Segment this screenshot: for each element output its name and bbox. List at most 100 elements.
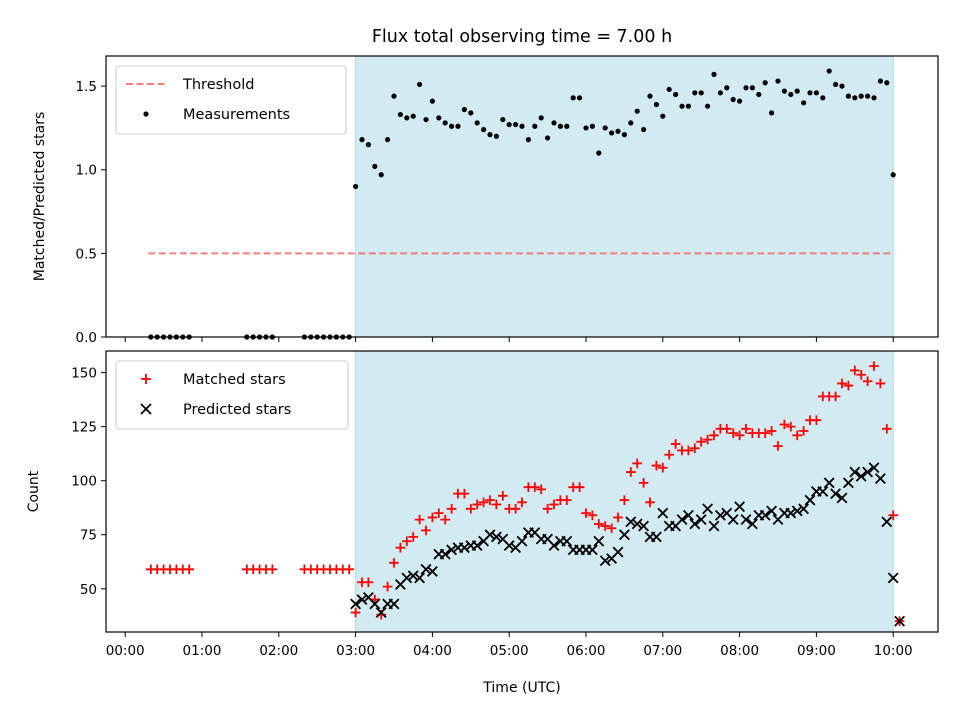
data-point [606,523,617,534]
y-tick-label: 50 [80,582,97,598]
data-point [842,477,854,489]
data-point [845,93,852,99]
data-point [625,516,637,528]
data-point [830,488,842,500]
data-point [682,509,694,521]
data-point [794,88,800,94]
data-point [545,135,551,141]
data-point [894,615,906,627]
data-point [439,548,451,560]
data-point [485,495,495,505]
data-point [436,115,442,121]
data-point [538,115,544,121]
data-point [759,509,771,521]
data-point [769,110,775,116]
data-point [875,378,886,389]
data-point [583,125,589,131]
data-point [446,544,458,556]
data-point [666,86,672,93]
legend-box [115,360,349,430]
y-tick-label: 1.5 [76,79,97,95]
data-point [353,183,359,190]
data-point [856,369,866,380]
figure-title: Flux total observing time = 7.00 h [372,27,672,47]
series-predicted-stars [350,462,906,627]
data-point [487,132,493,138]
x-tick-label: 05:00 [490,643,529,659]
data-point [350,598,362,610]
data-point [807,90,813,96]
data-point [685,103,692,109]
data-point [408,532,418,542]
data-point [594,519,604,529]
data-point [414,514,425,525]
data-point [852,95,858,101]
data-point [676,514,688,526]
data-point [510,503,521,514]
data-point [730,96,736,103]
data-point [657,507,669,519]
data-point [773,441,783,451]
legend-label: Threshold [182,77,254,93]
data-point [449,123,455,129]
data-point [586,544,598,556]
data-point [577,95,583,101]
data-point [581,508,591,518]
data-point [746,518,758,530]
data-point [561,535,573,547]
data-point [766,426,777,436]
data-point [369,598,381,610]
data-point [813,90,820,96]
data-point [791,505,803,517]
y-tick-label: 75 [80,528,97,544]
data-point [481,126,487,133]
data-point [798,503,810,515]
data-point [728,428,738,438]
data-point [375,607,387,618]
data-point [429,98,435,104]
bottom-panel: 50 75 100 125 150 00:00 01:00 02:00 03:00 04:00 05… [26,350,939,659]
data-point [717,90,724,96]
data-point [711,71,717,77]
observing-window-shade [355,350,894,633]
data-point [650,531,662,543]
data-point [696,436,706,447]
data-point [589,123,596,129]
data-point [740,514,752,526]
data-point [679,103,685,109]
data-point [888,510,898,521]
data-point [417,81,423,88]
data-point [551,120,557,126]
x-tick-label: 06:00 [567,643,606,659]
data-point [882,424,892,434]
data-point [466,503,476,514]
data-point [491,499,502,510]
data-point [884,80,890,86]
data-point [698,90,704,96]
data-point [503,540,515,551]
data-point [363,577,374,588]
data-point [442,120,448,126]
data-point [651,460,662,471]
data-point [410,113,416,119]
y-tick-label: 125 [71,420,97,436]
data-point [516,535,528,547]
data-point [570,95,576,101]
data-point [653,101,660,108]
data-point [402,536,412,547]
data-point [743,85,749,91]
data-point [421,525,431,536]
data-point [734,501,746,513]
data-point [490,531,502,543]
data-point [775,78,781,84]
y-tick-label: 150 [71,366,97,382]
data-point [865,93,871,99]
series-matched-stars [146,361,905,626]
data-point [395,542,406,553]
data-point [724,85,730,91]
data-point [593,535,605,547]
data-point [708,520,720,532]
x-tick-label: 03:00 [336,643,375,659]
data-point [600,521,610,531]
